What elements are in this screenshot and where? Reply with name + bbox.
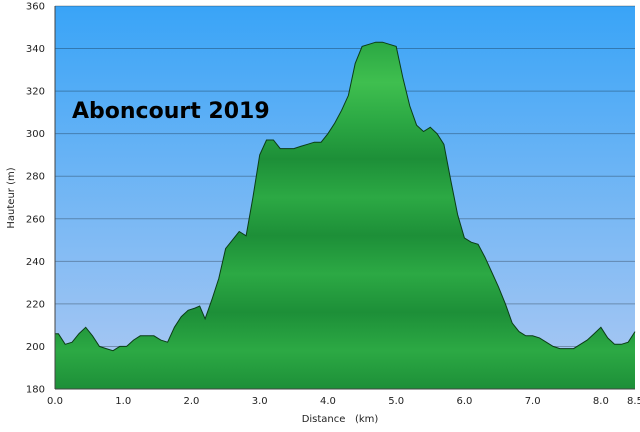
x-tick-label: 3.0: [252, 396, 268, 407]
x-tick-label: 8.5: [627, 396, 640, 407]
y-tick-label: 300: [26, 129, 45, 140]
y-tick-label: 340: [26, 44, 45, 55]
y-tick-label: 320: [26, 87, 45, 98]
x-tick-labels: 0.0 1.0 2.0 3.0 4.0 5.0 6.0 7.0 8.0 8.5: [47, 396, 640, 407]
y-tick-label: 220: [26, 299, 45, 310]
y-tick-label: 280: [26, 172, 45, 183]
x-tick-label: 1.0: [115, 396, 131, 407]
y-tick-label: 360: [26, 2, 45, 13]
y-tick-label: 180: [26, 385, 45, 396]
x-tick-label: 0.0: [47, 396, 63, 407]
chart-title: Aboncourt 2019: [72, 99, 270, 124]
y-axis-title: Hauteur (m): [6, 167, 17, 228]
x-tick-label: 8.0: [593, 396, 609, 407]
y-tick-labels: 180 200 220 240 260 280 300 320 340 360: [26, 2, 45, 396]
elevation-area: [55, 42, 635, 389]
x-tick-label: 6.0: [456, 396, 472, 407]
x-tick-label: 2.0: [184, 396, 200, 407]
x-axis-title: Distance (km): [302, 414, 379, 425]
y-tick-label: 240: [26, 257, 45, 268]
x-tick-label: 7.0: [525, 396, 541, 407]
x-tick-label: 4.0: [320, 396, 336, 407]
elevation-line: [55, 41, 636, 352]
y-tick-label: 260: [26, 214, 45, 225]
x-tick-label: 5.0: [388, 396, 404, 407]
y-tick-label: 200: [26, 342, 45, 353]
